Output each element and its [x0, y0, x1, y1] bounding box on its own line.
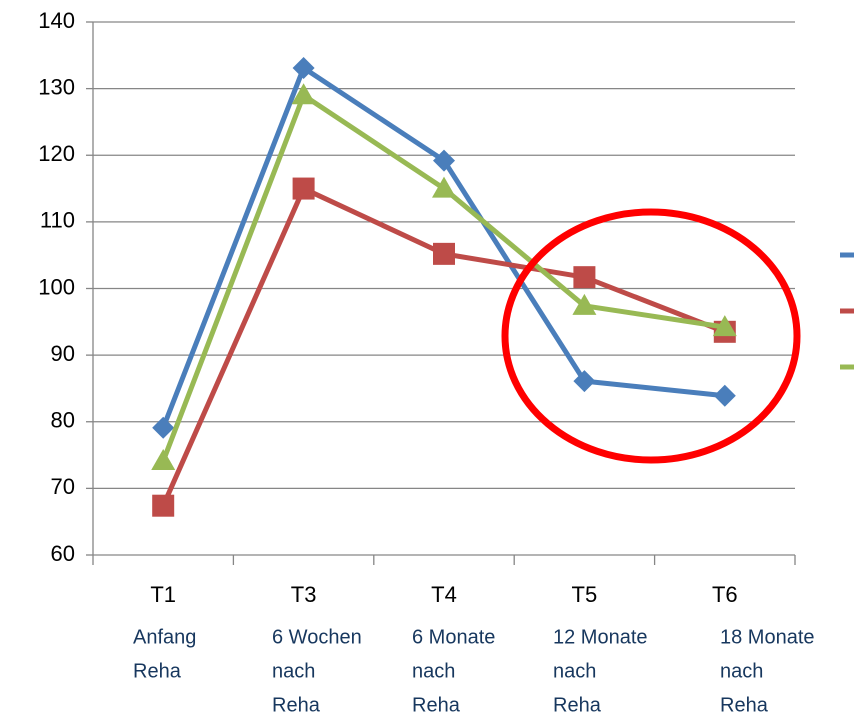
marker: [152, 494, 175, 517]
category-note: Reha: [412, 694, 461, 716]
category-note: 12 Monate: [553, 626, 648, 648]
series-group: [152, 177, 736, 517]
marker: [572, 293, 597, 315]
category-note: nach: [553, 660, 596, 682]
category-note: Reha: [720, 694, 769, 716]
y-tick-label: 110: [40, 208, 75, 233]
y-tick-label: 60: [51, 541, 75, 566]
y-tick-label: 140: [38, 8, 75, 33]
marker: [152, 416, 175, 439]
x-tick-label: T5: [572, 582, 598, 607]
y-tick-label: 90: [51, 341, 75, 366]
series-group: [151, 83, 737, 471]
grid: [93, 21, 795, 556]
marker: [292, 56, 315, 79]
axes: [86, 21, 796, 565]
marker: [292, 177, 315, 200]
marker: [712, 315, 737, 337]
y-tick-label: 80: [51, 408, 75, 433]
y-tick-label: 70: [51, 474, 75, 499]
category-note: 6 Monate: [412, 626, 495, 648]
marker: [432, 176, 456, 198]
marker: [433, 242, 455, 265]
category-note: Reha: [133, 660, 182, 682]
marker: [433, 149, 455, 172]
category-note: 18 Monate: [720, 626, 815, 648]
x-tick-label: T3: [291, 582, 317, 607]
category-note: nach: [720, 660, 763, 682]
marker: [151, 449, 176, 471]
marker: [573, 266, 596, 289]
marker: [713, 384, 736, 407]
marker: [291, 83, 316, 105]
category-note: Anfang: [133, 626, 196, 648]
legend: [840, 252, 854, 370]
x-tick-label: T1: [150, 582, 176, 607]
category-note: nach: [412, 660, 455, 682]
x-tick-label: T6: [712, 582, 738, 607]
x-tick-label: T4: [431, 582, 457, 607]
category-note: 6 Wochen: [272, 626, 362, 648]
series: [151, 56, 737, 517]
highlight-ellipse: [501, 208, 801, 464]
y-tick-label: 100: [38, 274, 75, 299]
y-tick-label: 120: [38, 141, 75, 166]
category-note: nach: [272, 660, 315, 682]
labels: 60 70 80 90 100 110 120 130 140 T1 Anfang Reha T3 6 W…: [38, 8, 814, 716]
marker: [573, 370, 596, 393]
category-note: Reha: [553, 694, 602, 716]
y-tick-label: 130: [38, 74, 75, 99]
category-note: Reha: [272, 694, 321, 716]
series-group: [152, 56, 736, 439]
